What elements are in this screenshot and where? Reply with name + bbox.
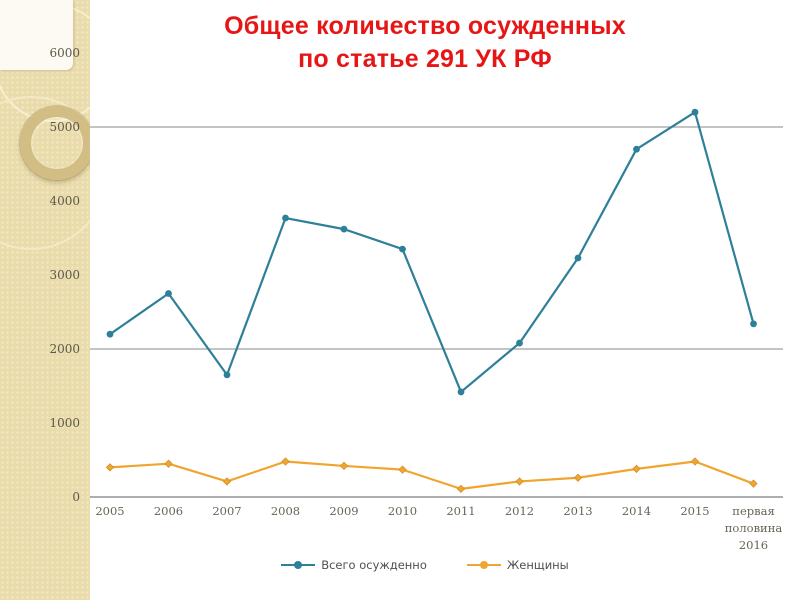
data-point-marker xyxy=(165,290,172,297)
y-tick-label: 6000 xyxy=(49,46,80,60)
y-tick-label: 1000 xyxy=(49,416,80,430)
legend-item-women: Женщины xyxy=(466,558,569,572)
data-point-marker xyxy=(106,330,114,338)
y-tick-label: 3000 xyxy=(49,268,80,282)
x-tick-label: 2014 xyxy=(622,504,651,518)
y-tick-label: 5000 xyxy=(49,120,80,134)
data-point-marker xyxy=(339,461,349,471)
data-point-marker xyxy=(223,371,231,379)
slide-title: Общее количество осужденных по статье 29… xyxy=(90,10,760,76)
x-tick-label: 2013 xyxy=(563,504,592,518)
y-tick-label: 4000 xyxy=(49,194,80,208)
data-point-marker xyxy=(632,464,641,474)
legend-item-total: Всего осужденно xyxy=(281,558,427,572)
data-point-marker xyxy=(515,477,524,486)
data-point-marker xyxy=(164,459,173,468)
data-point-marker xyxy=(691,108,699,116)
slide-title-line1: Общее количество осужденных xyxy=(224,12,626,40)
legend-line-marker-icon xyxy=(281,561,316,570)
data-point-marker xyxy=(516,339,523,347)
data-point-marker xyxy=(573,473,583,482)
data-point-marker xyxy=(633,145,640,153)
ring-icon xyxy=(20,106,90,180)
legend-label-women: Женщины xyxy=(506,558,569,572)
chart-legend: Всего осужденно Женщины xyxy=(90,553,760,577)
y-tick-label: 2000 xyxy=(49,342,80,356)
y-tick-label: 0 xyxy=(72,490,80,504)
data-point-marker xyxy=(456,484,466,493)
x-tick-label: 2006 xyxy=(154,504,183,518)
x-tick-label: первая половина 2016 xyxy=(725,504,783,552)
data-point-marker xyxy=(105,463,115,472)
data-point-marker xyxy=(281,457,290,466)
x-tick-label: 2005 xyxy=(95,504,124,518)
data-point-marker xyxy=(750,320,757,328)
x-tick-label: 2007 xyxy=(212,504,241,518)
series-line-total xyxy=(108,111,755,394)
data-point-marker xyxy=(398,465,407,474)
data-point-marker xyxy=(749,479,758,488)
legend-line-marker-icon xyxy=(466,561,501,570)
data-point-marker xyxy=(399,245,406,253)
data-point-marker xyxy=(457,388,465,396)
x-tick-label: 2010 xyxy=(388,504,417,518)
x-tick-label: 2011 xyxy=(446,504,475,518)
data-point-marker xyxy=(282,214,289,222)
x-tick-label: 2012 xyxy=(505,504,534,518)
data-point-marker xyxy=(690,457,700,466)
decorative-sidebar xyxy=(0,0,90,600)
x-tick-label: 2015 xyxy=(680,504,709,518)
legend-label-total: Всего осужденно xyxy=(321,558,427,572)
data-point-marker xyxy=(340,225,348,233)
x-tick-label: 2008 xyxy=(271,504,300,518)
data-point-marker xyxy=(222,477,232,486)
series-line-women xyxy=(108,460,755,490)
data-point-marker xyxy=(574,254,582,262)
x-tick-label: 2009 xyxy=(329,504,358,518)
corner-card xyxy=(0,0,73,70)
slide-title-line2: по статье 291 УК РФ xyxy=(298,45,552,73)
